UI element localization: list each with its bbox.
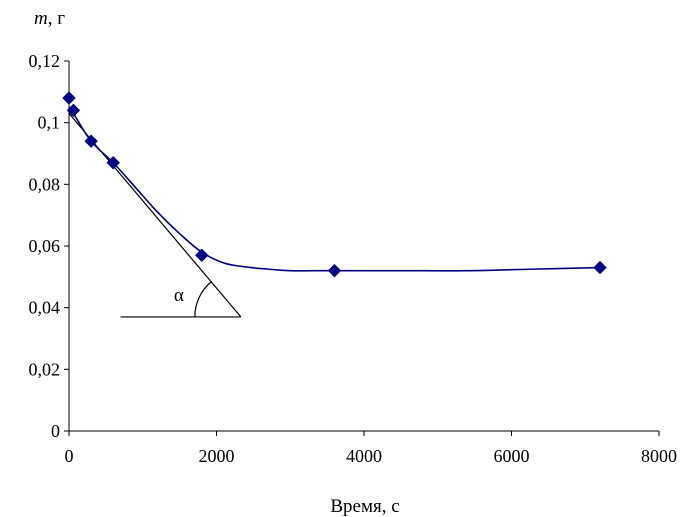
data-point-marker	[66, 103, 81, 118]
y-tick-label: 0,1	[38, 113, 61, 133]
data-point-marker	[106, 156, 120, 170]
x-tick-label: 0	[65, 446, 74, 466]
svg-text:m, г: m, г	[34, 8, 65, 29]
angle-arc	[194, 281, 212, 317]
trend-curve	[68, 106, 601, 272]
axes	[68, 61, 659, 432]
x-axis-title: Время, с	[330, 496, 399, 517]
x-tick-label: 8000	[641, 446, 677, 466]
data-point-marker	[62, 91, 76, 105]
y-axis-title-unit: , г	[48, 8, 66, 29]
data-point-marker	[84, 134, 98, 148]
x-tick-label: 6000	[494, 446, 530, 466]
x-ticks: 0 2000 4000 6000 8000	[65, 431, 677, 466]
y-axis-title: m, г	[34, 8, 65, 29]
y-tick-label: 0,06	[29, 236, 61, 256]
y-ticks: 0 0,02 0,04 0,06 0,08 0,1 0,12	[29, 51, 69, 441]
y-tick-label: 0,12	[29, 51, 61, 71]
angle-label: α	[174, 285, 184, 306]
data-point-marker	[327, 263, 342, 278]
data-point-marker	[195, 248, 209, 262]
y-tick-label: 0	[51, 421, 60, 441]
trend-curve-group	[68, 106, 601, 272]
data-point-marker	[593, 260, 607, 275]
y-tick-label: 0,02	[29, 359, 61, 379]
x-tick-label: 2000	[199, 446, 235, 466]
y-tick-label: 0,04	[29, 298, 61, 318]
data-points	[62, 91, 607, 278]
y-axis-title-var: m	[34, 8, 48, 29]
x-tick-label: 4000	[346, 446, 382, 466]
y-tick-label: 0,08	[29, 174, 61, 194]
